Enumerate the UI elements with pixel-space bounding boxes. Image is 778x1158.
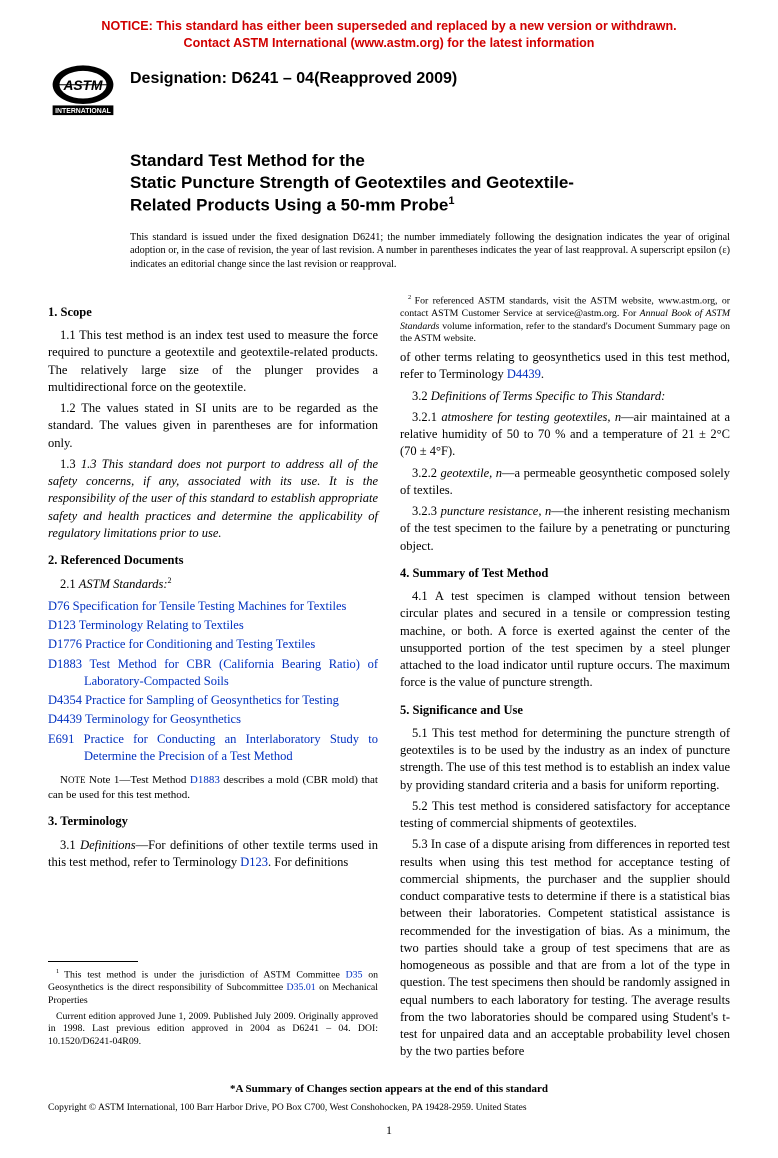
ref-title[interactable]: Terminology for Geosynthetics	[85, 712, 241, 726]
footnote-rule	[48, 961, 138, 962]
ref-d1883: D1883 Test Method for CBR (California Be…	[48, 656, 378, 691]
section-2-head: 2. Referenced Documents	[48, 552, 378, 569]
section-4-head: 4. Summary of Test Method	[400, 565, 730, 582]
ref-code[interactable]: D4354	[48, 693, 82, 707]
copyright: Copyright © ASTM International, 100 Barr…	[48, 1103, 730, 1113]
para-1-2: 1.2 The values stated in SI units are to…	[48, 400, 378, 452]
header-row: ASTM INTERNATIONAL Designation: D6241 – …	[48, 64, 730, 122]
title-line3: Related Products Using a 50-mm Probe	[130, 196, 448, 215]
title-line1: Standard Test Method for the	[130, 151, 365, 170]
ref-code[interactable]: D1776	[48, 637, 82, 651]
para-1-3: 1.3 1.3 This standard does not purport t…	[48, 456, 378, 542]
ref-title[interactable]: Terminology Relating to Textiles	[79, 618, 244, 632]
para-5-3: 5.3 In case of a dispute arising from di…	[400, 836, 730, 1060]
para-3-1-cont: of other terms relating to geosynthetics…	[400, 349, 730, 384]
ref-code[interactable]: D76	[48, 599, 70, 613]
astm-logo: ASTM INTERNATIONAL	[48, 64, 118, 122]
section-5-head: 5. Significance and Use	[400, 702, 730, 719]
ref-d76: D76 Specification for Tensile Testing Ma…	[48, 598, 378, 615]
link-d35[interactable]: D35	[346, 970, 363, 981]
body-columns: 1. Scope 1.1 This test method is an inde…	[48, 294, 730, 1061]
ref-d123: D123 Terminology Relating to Textiles	[48, 617, 378, 634]
ref-d1776: D1776 Practice for Conditioning and Test…	[48, 636, 378, 653]
issued-note: This standard is issued under the fixed …	[130, 231, 730, 272]
footnote-2: 2 For referenced ASTM standards, visit t…	[400, 294, 730, 346]
notice-banner: NOTICE: This standard has either been su…	[48, 18, 730, 52]
designation: Designation: D6241 – 04(Reapproved 2009)	[130, 64, 457, 88]
ref-title[interactable]: Specification for Tensile Testing Machin…	[73, 599, 347, 613]
notice-line2: Contact ASTM International (www.astm.org…	[184, 36, 595, 50]
para-5-1: 5.1 This test method for determining the…	[400, 725, 730, 794]
para-3-2-2: 3.2.2 geotextile, n—a permeable geosynth…	[400, 465, 730, 500]
link-d3501[interactable]: D35.01	[287, 982, 316, 993]
ref-code[interactable]: D123	[48, 618, 76, 632]
ref-title[interactable]: Practice for Conditioning and Testing Te…	[85, 637, 315, 651]
para-3-2: 3.2 Definitions of Terms Specific to Thi…	[400, 388, 730, 405]
para-1-1: 1.1 This test method is an index test us…	[48, 327, 378, 396]
link-d123[interactable]: D123	[240, 855, 268, 869]
note-1: NOTE Note 1—Test Method D1883 describes …	[48, 773, 378, 803]
ref-title[interactable]: Practice for Conducting an Interlaborato…	[84, 732, 378, 763]
svg-text:INTERNATIONAL: INTERNATIONAL	[55, 108, 111, 115]
svg-text:ASTM: ASTM	[62, 78, 103, 93]
footnote-1b: Current edition approved June 1, 2009. P…	[48, 1011, 378, 1049]
ref-title[interactable]: Test Method for CBR (California Bearing …	[84, 657, 378, 688]
ref-code[interactable]: E691	[48, 732, 74, 746]
para-3-1: 3.1 Definitions—For definitions of other…	[48, 837, 378, 872]
ref-title[interactable]: Practice for Sampling of Geosynthetics f…	[85, 693, 339, 707]
notice-line1: NOTICE: This standard has either been su…	[101, 19, 676, 33]
ref-e691: E691 Practice for Conducting an Interlab…	[48, 731, 378, 766]
title-block: Standard Test Method for the Static Punc…	[130, 150, 730, 217]
note-ref[interactable]: D1883	[190, 774, 220, 786]
ref-d4439: D4439 Terminology for Geosynthetics	[48, 711, 378, 728]
page-number: 1	[48, 1123, 730, 1138]
para-5-2: 5.2 This test method is considered satis…	[400, 798, 730, 833]
changes-note: *A Summary of Changes section appears at…	[48, 1083, 730, 1095]
para-4-1: 4.1 A test specimen is clamped without t…	[400, 588, 730, 692]
ref-code[interactable]: D4439	[48, 712, 82, 726]
title-line2: Static Puncture Strength of Geotextiles …	[130, 173, 574, 192]
ref-d4354: D4354 Practice for Sampling of Geosynthe…	[48, 692, 378, 709]
section-1-head: 1. Scope	[48, 304, 378, 321]
para-3-2-3: 3.2.3 puncture resistance, n—the inheren…	[400, 503, 730, 555]
section-3-head: 3. Terminology	[48, 813, 378, 830]
page-bottom: *A Summary of Changes section appears at…	[48, 1083, 730, 1138]
link-d4439[interactable]: D4439	[507, 367, 541, 381]
footnote-1: 1 This test method is under the jurisdic…	[48, 968, 378, 1007]
para-3-2-1: 3.2.1 atmoshere for testing geotextiles,…	[400, 409, 730, 461]
para-2-1: 2.1 ASTM Standards:2	[48, 575, 378, 593]
ref-code[interactable]: D1883	[48, 657, 82, 671]
